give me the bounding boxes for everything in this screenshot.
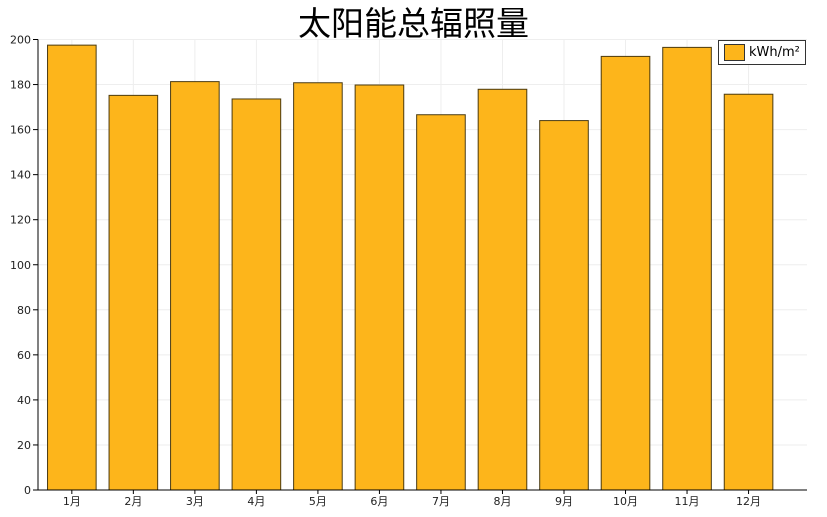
y-tick-label: 140	[10, 169, 31, 182]
x-tick-label: 8月	[493, 495, 511, 508]
x-tick-label: 12月	[736, 495, 761, 508]
bar-6	[354, 84, 405, 491]
y-tick-label: 160	[10, 124, 31, 137]
bar-3	[170, 81, 220, 491]
bar-7	[416, 114, 466, 491]
x-tick-label: 3月	[186, 495, 204, 508]
bar-4	[231, 98, 282, 491]
x-tick-label: 1月	[63, 495, 81, 508]
bar-5	[293, 82, 343, 491]
legend-swatch	[724, 44, 745, 61]
bar-8	[477, 88, 528, 491]
bar-9	[539, 120, 589, 491]
y-tick-label: 100	[10, 259, 31, 272]
bar-11	[662, 46, 712, 491]
x-tick-label: 5月	[309, 495, 327, 508]
y-tick-label: 80	[17, 304, 31, 317]
bar-2	[108, 94, 159, 491]
bar-1	[47, 44, 97, 491]
x-tick-label: 4月	[247, 495, 265, 508]
bar-10	[600, 55, 651, 491]
legend-label: kWh/m²	[749, 45, 800, 60]
bar-12	[723, 93, 774, 491]
y-tick-label: 60	[17, 349, 31, 362]
legend: kWh/m²	[718, 40, 806, 65]
y-tick-label: 200	[10, 34, 31, 47]
y-tick-label: 0	[24, 484, 31, 497]
y-tick-label: 20	[17, 439, 31, 452]
y-tick-label: 40	[17, 394, 31, 407]
y-tick-label: 180	[10, 79, 31, 92]
chart-title: 太阳能总辐照量	[298, 4, 529, 43]
x-tick-label: 9月	[555, 495, 573, 508]
x-tick-label: 6月	[370, 495, 388, 508]
x-tick-label: 2月	[124, 495, 142, 508]
x-tick-label: 11月	[675, 495, 700, 508]
x-tick-label: 7月	[432, 495, 450, 508]
x-tick-label: 10月	[613, 495, 638, 508]
y-tick-label: 120	[10, 214, 31, 227]
